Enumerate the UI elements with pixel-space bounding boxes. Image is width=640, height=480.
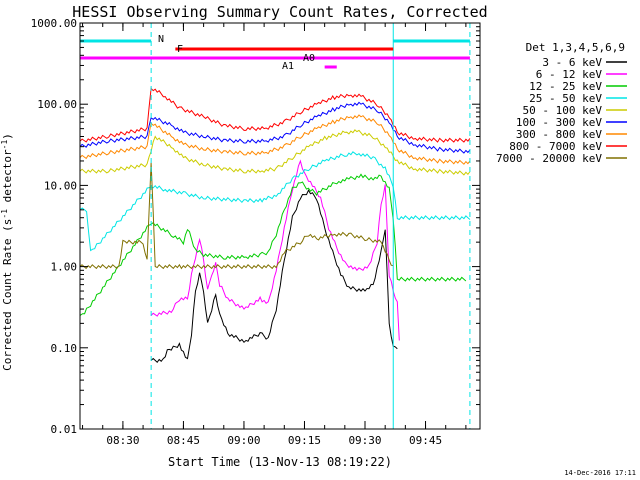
- legend-entry-label: 6 - 12 keV: [536, 68, 603, 81]
- series-line-8: [80, 87, 471, 143]
- y-axis-label-sup2: -1: [0, 140, 9, 150]
- flag-bar-n-1: [80, 39, 152, 43]
- flag-label-a0: A0: [303, 53, 315, 64]
- y-axis-label-detector-word: detector: [1, 149, 14, 202]
- series-line-1: [150, 189, 398, 363]
- y-tick-label: 100.00: [37, 98, 77, 111]
- y-tick-label: 1.00: [51, 261, 78, 274]
- x-tick-label: 09:00: [227, 434, 260, 447]
- legend-entry-label: 25 - 50 keV: [529, 92, 602, 105]
- legend-title: Det 1,3,4,5,6,9: [526, 41, 625, 54]
- series-line-9: [80, 162, 394, 270]
- plot-frame: [79, 22, 481, 430]
- y-axis-label-sup1: -1: [0, 209, 9, 219]
- legend-entry-label: 300 - 800 keV: [516, 128, 602, 141]
- y-tick-label: 0.10: [51, 342, 78, 355]
- y-axis-label-detector: [1, 202, 14, 209]
- series-line-4: [80, 151, 471, 252]
- flag-bar-a1-1: [324, 65, 337, 69]
- legend-entry-label: 3 - 6 keV: [542, 56, 602, 69]
- series-line-6: [80, 101, 471, 154]
- flag-bar-n-2: [393, 39, 470, 43]
- flag-bar-f-1: [175, 47, 394, 51]
- y-axis-label-main: Corrected Count Rate (s: [1, 219, 14, 371]
- flag-bar-a0-1: [80, 56, 470, 60]
- timestamp: 14-Dec-2016 17:11: [564, 469, 636, 477]
- flags-layer: N F A0 A1: [79, 23, 471, 429]
- legend-entry-label: 100 - 300 keV: [516, 116, 602, 129]
- y-tick-label: 0.01: [51, 423, 78, 436]
- x-tick-label: 09:30: [348, 434, 381, 447]
- x-tick-label: 09:15: [288, 434, 321, 447]
- y-tick-label: 1000.00: [31, 17, 77, 30]
- x-tick-label: 09:45: [409, 434, 442, 447]
- axes-layer: 1000.00 100.00 10.00 1.00 0.10 0.01 08:30 08:45…: [31, 17, 481, 447]
- series-line-5: [80, 129, 471, 176]
- y-axis-label: Corrected Count Rate (s-1 detector-1): [0, 133, 14, 371]
- legend-entry-label: 800 - 7000 keV: [509, 140, 602, 153]
- flag-label-n: N: [158, 34, 164, 45]
- series-line-7: [80, 114, 471, 165]
- legend-entry-label: 12 - 25 keV: [529, 80, 602, 93]
- flag-label-a1: A1: [282, 61, 294, 72]
- y-axis-label-close: ): [1, 133, 14, 140]
- svg-text:Corrected Count Rate (s-1 dete: Corrected Count Rate (s-1 detector-1): [0, 133, 14, 371]
- y-tick-label: 10.00: [44, 179, 77, 192]
- x-axis-label: Start Time (13-Nov-13 08:19:22): [168, 455, 392, 469]
- x-tick-label: 08:30: [106, 434, 139, 447]
- series-line-2: [150, 159, 400, 341]
- series-layer: [80, 87, 471, 363]
- legend-entry-label: 7000 - 20000 keV: [496, 152, 602, 165]
- chart-title: HESSI Observing Summary Count Rates, Cor…: [72, 3, 487, 21]
- x-tick-label: 08:45: [167, 434, 200, 447]
- series-line-3: [80, 173, 467, 316]
- legend-entry-label: 50 - 100 keV: [523, 104, 603, 117]
- flag-label-f: F: [177, 44, 183, 55]
